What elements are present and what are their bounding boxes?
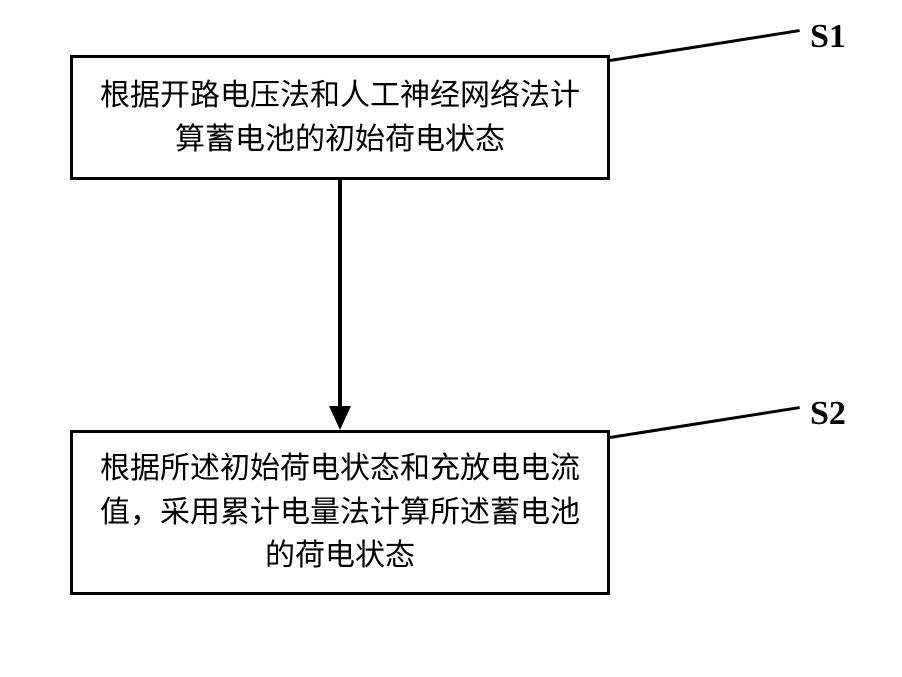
arrow-down-icon — [329, 406, 351, 430]
step-label-s1-text: S1 — [810, 18, 846, 55]
flowchart-box-s1: 根据开路电压法和人工神经网络法计 算蓄电池的初始荷电状态 — [70, 55, 610, 180]
step-label-s1: S1 — [810, 18, 846, 56]
flowchart-box-s1-text: 根据开路电压法和人工神经网络法计 算蓄电池的初始荷电状态 — [100, 74, 580, 161]
leader-line-s1 — [610, 29, 800, 62]
step-label-s2-text: S2 — [810, 395, 846, 432]
step-label-s2: S2 — [810, 395, 846, 433]
leader-line-s2 — [610, 406, 800, 439]
flowchart-box-s2-text: 根据所述初始荷电状态和充放电电流 值，采用累计电量法计算所述蓄电池 的荷电状态 — [100, 447, 580, 578]
arrow-shaft — [338, 180, 342, 406]
flowchart-box-s2: 根据所述初始荷电状态和充放电电流 值，采用累计电量法计算所述蓄电池 的荷电状态 — [70, 430, 610, 595]
